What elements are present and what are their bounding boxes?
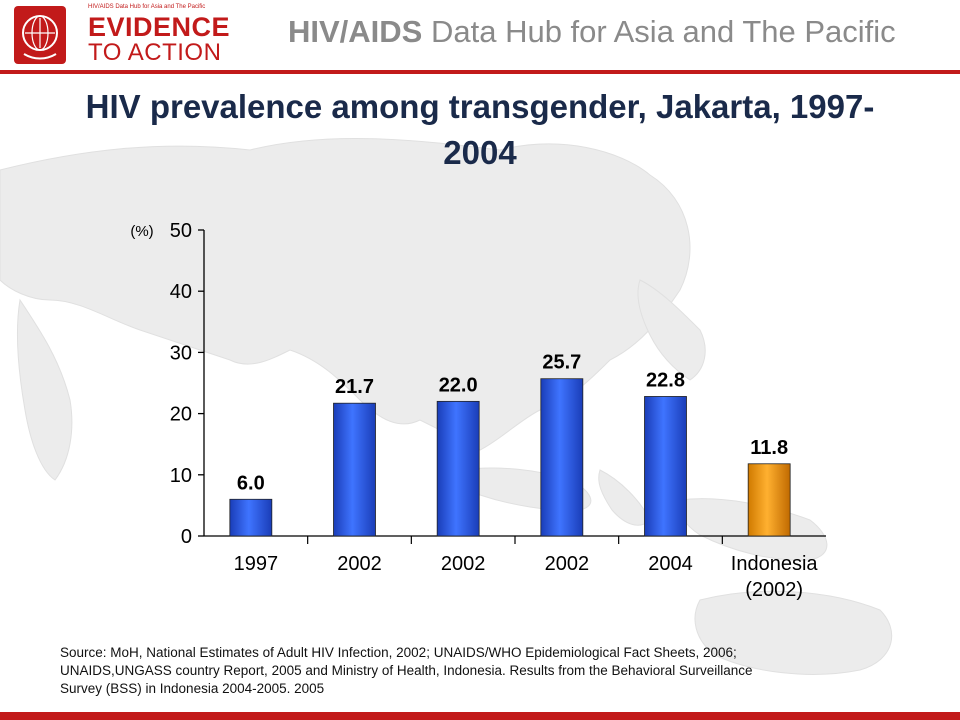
bar xyxy=(229,498,273,537)
y-tick-label: 0 xyxy=(181,526,192,548)
y-tick-label: 50 xyxy=(170,220,192,242)
x-tick-label: (2002) xyxy=(745,579,803,601)
data-label: 22.0 xyxy=(439,374,478,396)
y-tick-label: 40 xyxy=(170,281,192,303)
data-label: 22.8 xyxy=(646,369,685,391)
source-line-1: Source: MoH, National Estimates of Adult… xyxy=(60,645,737,660)
x-tick-label: 2002 xyxy=(337,553,382,575)
y-axis-label: (%) xyxy=(130,223,153,240)
logo-action-text: TO ACTION xyxy=(88,39,222,66)
logo-small-text: HIV/AIDS Data Hub for Asia and The Pacif… xyxy=(88,4,206,10)
chart-title: HIV prevalence among transgender, Jakart… xyxy=(85,88,875,171)
header-divider xyxy=(0,70,960,74)
x-tick-label: 1997 xyxy=(234,553,279,575)
evidence-to-action-logo: HIV/AIDS Data Hub for Asia and The Pacif… xyxy=(8,2,231,68)
header-bar: HIV/AIDS Data Hub for Asia and The Pacif… xyxy=(0,0,960,72)
y-tick-label: 10 xyxy=(170,465,192,487)
data-label: 6.0 xyxy=(237,472,265,494)
bar xyxy=(333,402,376,537)
logo-evidence-text: EVIDENCE xyxy=(88,12,231,42)
header-title-bold: HIV/AIDS xyxy=(288,14,423,49)
x-tick-label: Indonesia xyxy=(731,553,819,575)
source-line-2: UNAIDS,UNGASS country Report, 2005 and M… xyxy=(60,663,753,678)
bar xyxy=(540,378,584,537)
x-tick-label: 2002 xyxy=(441,553,486,575)
bar xyxy=(644,396,687,537)
data-label: 21.7 xyxy=(335,376,374,398)
un-emblem-logo xyxy=(14,6,66,64)
header-title: HIV/AIDS Data Hub for Asia and The Pacif… xyxy=(288,14,896,50)
y-tick-label: 30 xyxy=(170,342,192,364)
y-tick-label: 20 xyxy=(170,404,192,426)
header-title-rest: Data Hub for Asia and The Pacific xyxy=(422,14,896,49)
source-line-3: Survey (BSS) in Indonesia 2004-2005. 200… xyxy=(60,681,325,696)
x-tick-label: 2002 xyxy=(545,553,590,575)
footer-divider xyxy=(0,712,960,720)
data-label: 11.8 xyxy=(750,437,788,459)
data-label: 25.7 xyxy=(542,352,581,374)
x-tick-label: 2004 xyxy=(648,553,693,575)
source-note: Source: MoH, National Estimates of Adult… xyxy=(60,644,920,698)
bar xyxy=(747,463,791,537)
bar xyxy=(436,400,480,537)
